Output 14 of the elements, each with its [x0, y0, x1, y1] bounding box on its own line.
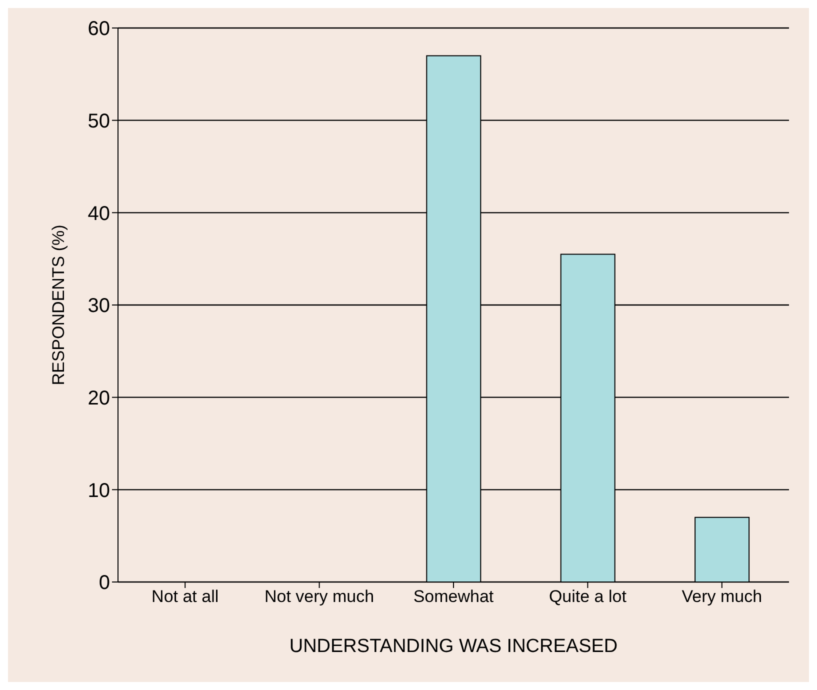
x-tick-label: Not very much — [264, 587, 374, 606]
x-tick-label: Very much — [682, 587, 762, 606]
y-tick-label: 20 — [88, 387, 110, 410]
y-tick-label: 50 — [88, 110, 110, 132]
y-tick-label: 60 — [88, 18, 110, 40]
y-tick-label: 40 — [88, 202, 110, 225]
x-axis-title: UNDERSTANDING WAS INCREASED — [289, 636, 618, 657]
y-tick-label: 10 — [88, 480, 110, 502]
x-tick-label: Not at all — [152, 587, 219, 606]
x-tick-label: Quite a lot — [548, 587, 627, 606]
y-tick-label: 30 — [88, 295, 110, 318]
y-axis-title: RESPONDENTS (%) — [49, 224, 68, 386]
y-tick-label: 0 — [98, 572, 110, 594]
x-tick-label: Somewhat — [413, 587, 494, 606]
